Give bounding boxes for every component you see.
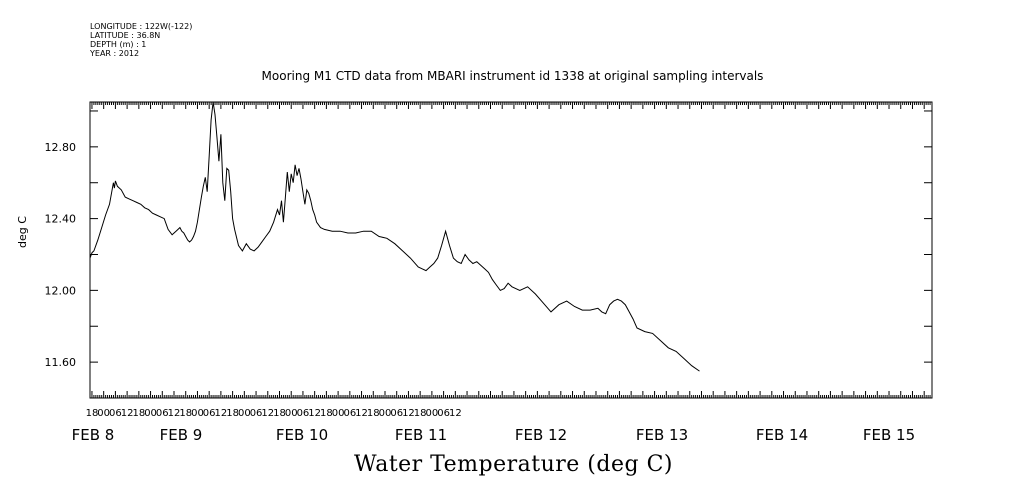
series-group (89, 101, 700, 372)
x-tick-label: 06 (343, 408, 356, 419)
x-tick-label: 06 (109, 408, 122, 419)
x-tick-label: 00 (379, 408, 392, 419)
longitude-label: LONGITUDE : 122W(-122) (90, 22, 193, 31)
x-tick-label: 18 (179, 408, 192, 419)
temperature-series-line (89, 101, 700, 372)
x-tick-label: 06 (250, 408, 263, 419)
x-tick-label: 00 (238, 408, 251, 419)
x-tick-label: 00 (191, 408, 204, 419)
x-tick-label: 00 (97, 408, 110, 419)
axis-labels: 1800061218000612180006121800061218000612… (45, 141, 916, 444)
x-date-label: FEB 13 (636, 426, 688, 444)
x-date-label: FEB 8 (72, 426, 115, 444)
y-tick-label: 12.40 (45, 213, 77, 226)
depth-label: DEPTH (m) : 1 (90, 40, 147, 49)
x-tick-label: 12 (402, 408, 415, 419)
x-tick-label: 06 (437, 408, 450, 419)
x-date-label: FEB 9 (160, 426, 203, 444)
x-date-label: FEB 11 (395, 426, 447, 444)
x-tick-label: 06 (203, 408, 216, 419)
chart-title: Mooring M1 CTD data from MBARI instrumen… (261, 69, 764, 83)
x-tick-label: 06 (390, 408, 403, 419)
x-tick-label: 18 (273, 408, 286, 419)
x-tick-label: 12 (449, 408, 462, 419)
x-date-label: FEB 10 (276, 426, 328, 444)
variable-title: Water Temperature (deg C) (354, 452, 673, 477)
axis-ticks (89, 102, 933, 399)
x-tick-label: 00 (332, 408, 345, 419)
x-tick-label: 18 (414, 408, 427, 419)
x-tick-label: 18 (226, 408, 239, 419)
x-date-label: FEB 14 (756, 426, 808, 444)
x-tick-label: 00 (426, 408, 439, 419)
x-tick-label: 12 (308, 408, 321, 419)
y-tick-label: 12.80 (45, 141, 77, 154)
x-tick-label: 18 (132, 408, 145, 419)
x-tick-label: 18 (320, 408, 333, 419)
x-tick-label: 18 (367, 408, 380, 419)
x-date-label: FEB 12 (515, 426, 567, 444)
x-tick-label: 12 (261, 408, 274, 419)
year-label: YEAR : 2012 (90, 49, 140, 58)
x-tick-label: 12 (355, 408, 368, 419)
x-tick-label: 00 (285, 408, 298, 419)
x-tick-label: 06 (156, 408, 169, 419)
metadata-block: LONGITUDE : 122W(-122) LATITUDE : 36.8N … (90, 22, 192, 58)
x-tick-label: 12 (215, 408, 228, 419)
x-tick-label: 12 (168, 408, 181, 419)
x-date-label: FEB 15 (863, 426, 915, 444)
y-tick-label: 11.60 (45, 356, 77, 369)
x-tick-label: 00 (144, 408, 157, 419)
x-tick-label: 06 (297, 408, 310, 419)
latitude-label: LATITUDE : 36.8N (90, 31, 161, 40)
x-tick-label: 18 (86, 408, 99, 419)
plot-frame (89, 101, 933, 399)
y-tick-label: 12.00 (45, 284, 77, 297)
x-tick-label: 12 (121, 408, 134, 419)
